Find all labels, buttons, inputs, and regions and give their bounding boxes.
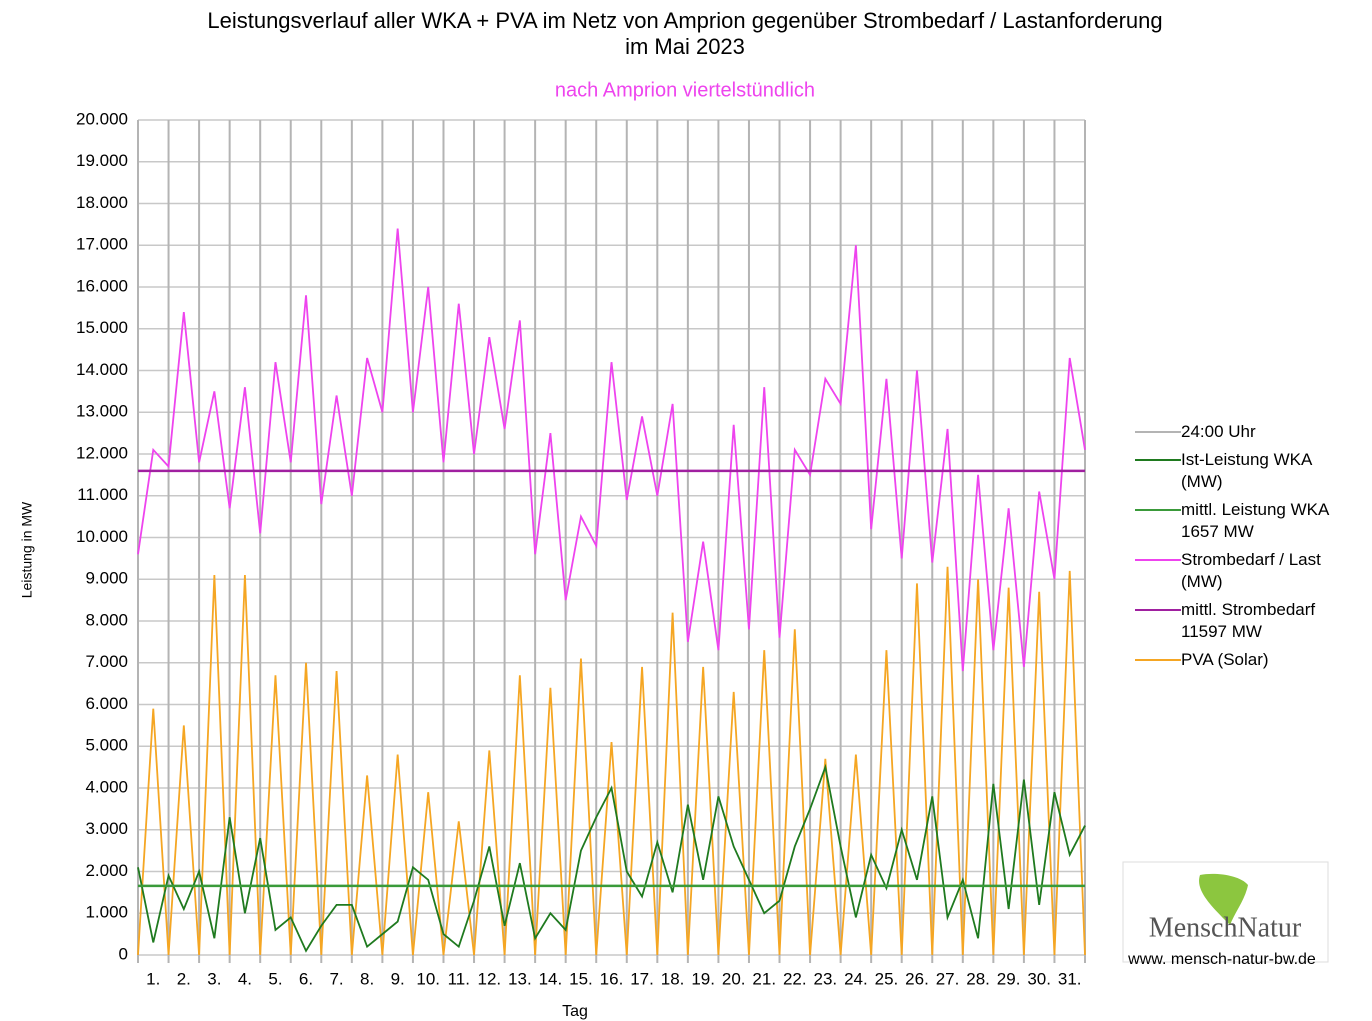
y-tick-label: 4.000 xyxy=(85,777,128,796)
y-tick-label: 2.000 xyxy=(85,861,128,880)
x-tick-label: 3. xyxy=(207,969,221,988)
y-tick-label: 11.000 xyxy=(77,485,128,504)
legend: 24:00 Uhr Ist-Leistung WKA (MW) mittl. Lei… xyxy=(1135,421,1365,677)
legend-label: Strombedarf / Last (MW) xyxy=(1181,550,1321,591)
chart-subtitle: nach Amprion viertelstündlich xyxy=(555,79,815,101)
legend-item: 24:00 Uhr xyxy=(1135,421,1365,443)
chart-title: im Mai 2023 xyxy=(625,34,745,59)
x-tick-label: 29. xyxy=(997,969,1021,988)
legend-swatch xyxy=(1135,609,1181,611)
x-axis-label: Tag xyxy=(562,1003,588,1020)
legend-swatch xyxy=(1135,559,1181,561)
y-tick-label: 17.000 xyxy=(76,235,128,254)
x-tick-label: 31. xyxy=(1058,969,1082,988)
x-tick-label: 20. xyxy=(722,969,746,988)
x-tick-label: 18. xyxy=(661,969,685,988)
series-line xyxy=(137,763,1086,953)
y-tick-label: 1.000 xyxy=(85,903,128,922)
x-tick-label: 22. xyxy=(783,969,807,988)
legend-item: PVA (Solar) xyxy=(1135,649,1365,671)
legend-item: Strombedarf / Last (MW) xyxy=(1135,549,1365,593)
x-tick-label: 10. xyxy=(416,969,440,988)
y-tick-label: 16.000 xyxy=(76,276,128,295)
x-tick-label: 27. xyxy=(936,969,960,988)
y-tick-label: 9.000 xyxy=(85,569,128,588)
x-tick-label: 14. xyxy=(539,969,563,988)
y-tick-label: 12.000 xyxy=(76,443,128,462)
legend-label: mittl. Strombedarf 11597 MW xyxy=(1181,600,1316,641)
chart-title: Leistungsverlauf aller WKA + PVA im Netz… xyxy=(207,8,1162,33)
x-tick-label: 11. xyxy=(448,969,470,988)
x-tick-label: 15. xyxy=(569,969,593,988)
series-line xyxy=(137,228,1086,672)
y-tick-label: 5.000 xyxy=(85,736,128,755)
y-tick-label: 18.000 xyxy=(76,193,128,212)
y-tick-label: 0 xyxy=(119,944,128,963)
legend-swatch xyxy=(1135,509,1181,511)
x-tick-label: 2. xyxy=(177,969,191,988)
x-tick-label: 30. xyxy=(1027,969,1051,988)
x-tick-label: 17. xyxy=(630,969,654,988)
logo-name: MenschNatur xyxy=(1149,912,1302,943)
x-tick-label: 21. xyxy=(752,969,776,988)
x-tick-label: 6. xyxy=(299,969,313,988)
y-tick-label: 7.000 xyxy=(85,652,128,671)
x-tick-label: 25. xyxy=(875,969,899,988)
legend-label: 24:00 Uhr xyxy=(1181,422,1256,441)
y-tick-label: 14.000 xyxy=(76,360,128,379)
x-tick-label: 16. xyxy=(600,969,624,988)
legend-swatch xyxy=(1135,459,1181,461)
legend-label: PVA (Solar) xyxy=(1181,650,1269,669)
y-axis-label: Leistung in MW xyxy=(19,501,35,598)
x-tick-label: 26. xyxy=(905,969,929,988)
legend-item: Ist-Leistung WKA (MW) xyxy=(1135,449,1365,493)
legend-item: mittl. Strombedarf 11597 MW xyxy=(1135,599,1365,643)
x-tick-label: 23. xyxy=(814,969,838,988)
legend-label: mittl. Leistung WKA 1657 MW xyxy=(1181,500,1329,541)
logo-frame xyxy=(1122,861,1329,963)
y-tick-label: 10.000 xyxy=(76,527,128,546)
legend-swatch xyxy=(1135,431,1181,433)
x-tick-label: 9. xyxy=(391,969,405,988)
legend-label: Ist-Leistung WKA (MW) xyxy=(1181,450,1312,491)
x-tick-label: 24. xyxy=(844,969,868,988)
x-tick-label: 8. xyxy=(360,969,374,988)
x-tick-label: 5. xyxy=(268,969,282,988)
y-tick-label: 3.000 xyxy=(85,819,128,838)
legend-item: mittl. Leistung WKA 1657 MW xyxy=(1135,499,1365,543)
y-tick-label: 15.000 xyxy=(76,318,128,337)
y-tick-label: 13.000 xyxy=(76,402,128,421)
y-tick-label: 20.000 xyxy=(76,109,128,128)
x-tick-label: 28. xyxy=(966,969,990,988)
x-tick-label: 4. xyxy=(238,969,252,988)
y-tick-label: 6.000 xyxy=(85,694,128,713)
x-tick-label: 7. xyxy=(329,969,343,988)
x-tick-label: 12. xyxy=(477,969,501,988)
x-tick-label: 19. xyxy=(691,969,715,988)
x-tick-label: 13. xyxy=(508,969,532,988)
y-tick-label: 19.000 xyxy=(76,151,128,170)
y-tick-label: 8.000 xyxy=(85,610,128,629)
logo-leaf xyxy=(1199,873,1248,925)
legend-swatch xyxy=(1135,659,1181,661)
logo-url: www. mensch-natur-bw.de xyxy=(1127,951,1316,968)
x-tick-label: 1. xyxy=(146,969,160,988)
series-line xyxy=(137,566,1086,956)
